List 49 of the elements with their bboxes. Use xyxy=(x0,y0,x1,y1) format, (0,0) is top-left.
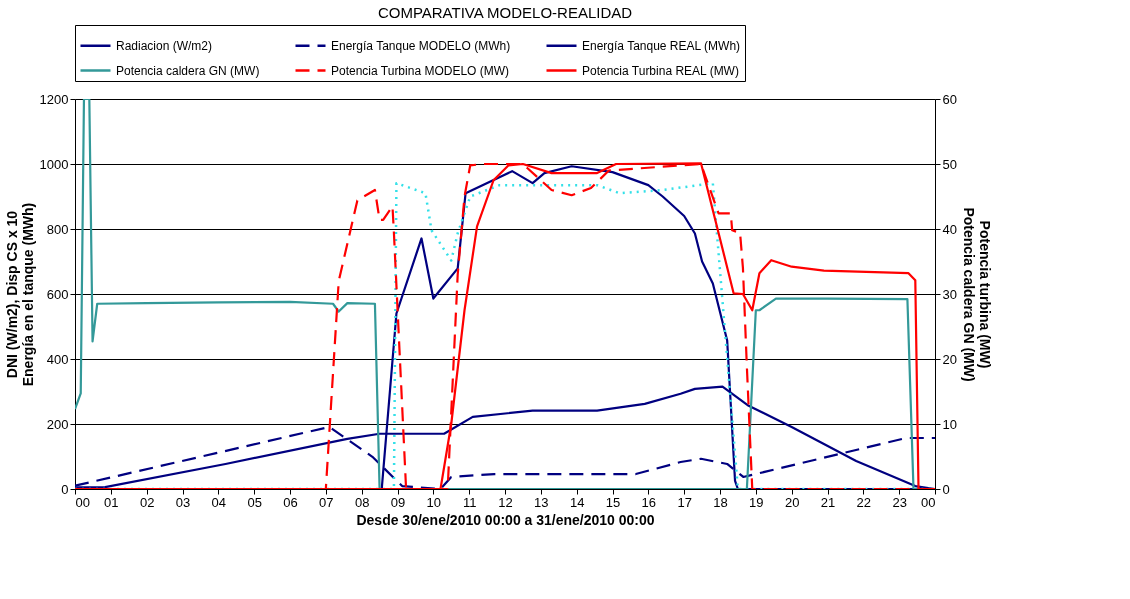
y2-tick-label: 40 xyxy=(942,221,957,237)
x-tick-label: 08 xyxy=(354,494,370,510)
legend-label: Radiacion (W/m2) xyxy=(116,38,213,53)
x-tick-label: 02 xyxy=(139,494,155,510)
x-tick-label: 13 xyxy=(534,494,549,510)
y-tick-label: 800 xyxy=(46,221,69,237)
x-tick-label: 22 xyxy=(856,494,872,510)
x-tick-label: 16 xyxy=(641,494,657,510)
x-tick-label: 00 xyxy=(921,494,936,510)
legend-label: Energía Tanque MODELO (MWh) xyxy=(331,38,511,53)
x-tick-label: 20 xyxy=(784,494,800,510)
x-tick-label: 06 xyxy=(283,494,298,510)
x-tick-label: 17 xyxy=(677,494,692,510)
legend-label: Potencia caldera GN (MW) xyxy=(116,63,260,78)
legend-label: Potencia Turbina MODELO (MW) xyxy=(331,63,510,78)
y2-tick-label: 20 xyxy=(942,351,957,367)
x-tick-label: 07 xyxy=(319,494,334,510)
x-tick-label: 11 xyxy=(462,494,477,510)
x-tick-label: 03 xyxy=(175,494,191,510)
x-tick-label: 12 xyxy=(498,494,513,510)
legend-label: Energía Tanque REAL (MWh) xyxy=(582,38,741,53)
y2-tick-label: 10 xyxy=(942,416,957,432)
x-tick-label: 14 xyxy=(569,494,585,510)
x-tick-label: 15 xyxy=(605,494,621,510)
y-tick-label: 1000 xyxy=(39,156,69,172)
y2-tick-label: 60 xyxy=(942,91,957,107)
chart-title: COMPARATIVA MODELO-REALIDAD xyxy=(377,3,633,21)
y-tick-label: 200 xyxy=(46,416,69,432)
y2-tick-label: 0 xyxy=(942,481,950,497)
x-tick-label: 10 xyxy=(426,494,442,510)
x-tick-label: 00 xyxy=(75,494,90,510)
x-tick-label: 09 xyxy=(390,494,406,510)
legend-label: Potencia Turbina REAL (MW) xyxy=(582,63,739,78)
y-tick-label: 1200 xyxy=(39,91,69,107)
y-tick-label: 0 xyxy=(61,481,69,497)
x-tick-label: 23 xyxy=(892,494,907,510)
y-tick-label: 400 xyxy=(46,351,69,367)
x-axis-title: Desde 30/ene/2010 00:00 a 31/ene/2010 00:00 xyxy=(356,511,655,528)
y-tick-label: 600 xyxy=(46,286,69,302)
y2-tick-label: 50 xyxy=(942,156,957,172)
y2-axis-title: Potencia turbina (MW) Potencia caldera GN (MW) xyxy=(960,207,993,382)
x-tick-label: 18 xyxy=(713,494,728,510)
x-tick-label: 21 xyxy=(820,494,836,510)
y2-tick-label: 30 xyxy=(942,286,957,302)
x-tick-label: 19 xyxy=(749,494,764,510)
x-tick-label: 04 xyxy=(211,494,227,510)
y-axis-title: DNI (W/m2), Disp CS x 10 Energía en el tanque (MWh) xyxy=(3,202,36,387)
x-tick-label: 05 xyxy=(247,494,262,510)
x-tick-label: 01 xyxy=(104,494,119,510)
